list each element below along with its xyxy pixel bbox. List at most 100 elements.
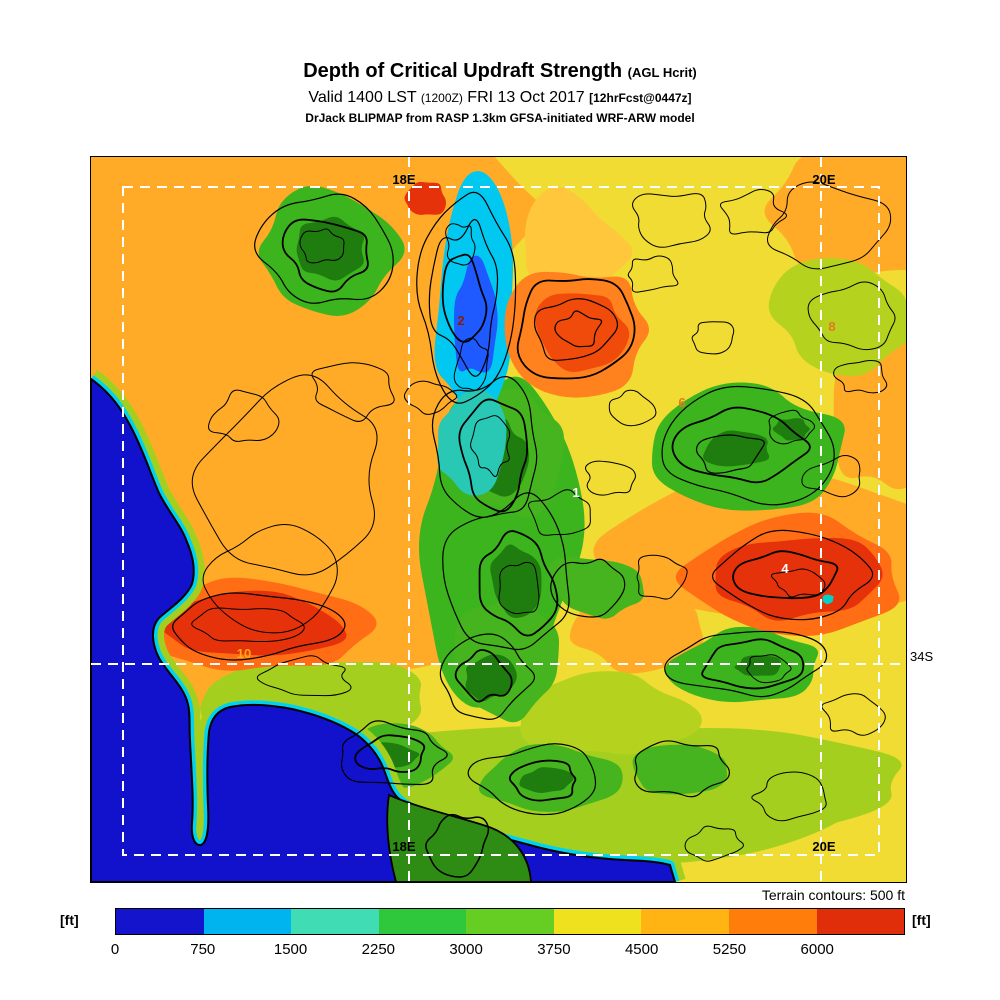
colorbar-segment bbox=[291, 909, 379, 934]
terrain-contour-line bbox=[467, 743, 597, 816]
color-region bbox=[822, 594, 834, 605]
terrain-contour-line bbox=[191, 374, 378, 576]
colorbar-segment bbox=[641, 909, 729, 934]
task-markers: 1 2 4 6 8 10 bbox=[237, 313, 836, 661]
terrain-contour-line bbox=[311, 362, 395, 422]
terrain-contour-line bbox=[478, 530, 559, 637]
terrain-contour-line bbox=[719, 189, 787, 235]
terrain-contour-line bbox=[202, 524, 338, 634]
colorbar-segment bbox=[816, 909, 905, 934]
colorbar-segment bbox=[466, 909, 554, 934]
terrain-contour-line bbox=[585, 460, 636, 496]
task-marker-10: 10 bbox=[237, 646, 251, 661]
terrain-contours bbox=[172, 181, 896, 878]
colorbar-tick: 0 bbox=[110, 941, 120, 958]
terrain-contour-line bbox=[701, 638, 805, 690]
page-title-suffix: (AGL Hcrit) bbox=[627, 65, 697, 80]
valid-zulu: (1200Z) bbox=[420, 91, 463, 105]
terrain-contour-line bbox=[454, 649, 513, 703]
terrain-contour-line bbox=[508, 759, 577, 802]
valid-time: Valid 1400 LST bbox=[308, 89, 417, 106]
color-region bbox=[764, 157, 906, 277]
terrain-contour-line bbox=[661, 385, 835, 506]
colorbar-bar bbox=[116, 909, 905, 934]
terrain-contour-line bbox=[527, 489, 591, 536]
terrain-contour-line bbox=[695, 434, 765, 474]
terrain-contour-line bbox=[441, 253, 488, 343]
terrain-contour-line bbox=[458, 398, 529, 513]
terrain-contour-line bbox=[770, 568, 826, 598]
color-region bbox=[632, 744, 728, 795]
terrain-contour-line bbox=[453, 337, 489, 391]
color-region bbox=[547, 556, 644, 619]
color-region bbox=[535, 293, 630, 373]
terrain-contour-line bbox=[425, 813, 490, 878]
terrain-contour-line bbox=[636, 554, 688, 600]
terrain-contour-line bbox=[711, 529, 874, 621]
page-title-line: Depth of Critical Updraft Strength (AGL … bbox=[0, 59, 1000, 85]
color-region bbox=[519, 671, 702, 755]
terrain-contour-line bbox=[821, 693, 886, 736]
terrain-contour-line bbox=[470, 415, 511, 477]
terrain-contour-line bbox=[281, 218, 369, 293]
terrain-contour-line bbox=[428, 219, 499, 377]
terrain-contour-line bbox=[431, 376, 538, 518]
colorbar-tick: 3000 bbox=[449, 941, 483, 958]
color-region bbox=[465, 654, 517, 702]
model-info: DrJack BLIPMAP from RASP 1.3km GFSA-init… bbox=[305, 111, 695, 125]
terrain-contour-line bbox=[671, 406, 811, 484]
color-region bbox=[91, 157, 330, 323]
terrain-contour-line bbox=[751, 771, 827, 822]
terrain-contour-line bbox=[684, 825, 744, 862]
terrain-contour-line bbox=[254, 193, 394, 304]
unit-label-left: [ft] bbox=[60, 912, 79, 928]
color-region bbox=[703, 430, 770, 467]
terrain-contour-line bbox=[172, 592, 346, 661]
color-region bbox=[734, 655, 782, 676]
lat-label-34s: 34S bbox=[910, 649, 934, 664]
south-coast-land-tongue bbox=[386, 793, 532, 882]
page-title: Depth of Critical Updraft Strength bbox=[303, 60, 623, 82]
colorbar-tick: 6000 bbox=[800, 941, 834, 958]
terrain-contour-line bbox=[299, 228, 345, 264]
colorbar-tick: 1500 bbox=[273, 941, 308, 958]
map[interactable]: 18E 20E 18E 20E 1 2 4 6 8 10 bbox=[90, 156, 907, 883]
task-marker-1: 1 bbox=[572, 485, 579, 500]
lon-label-18e-bottom: 18E bbox=[392, 839, 415, 854]
color-region bbox=[519, 767, 574, 793]
terrain-contour-line bbox=[445, 223, 476, 266]
colorbar-ticks: 0 750 1500 2250 3000 3750 4500 5250 6000 bbox=[111, 941, 905, 961]
terrain-contour-line bbox=[533, 298, 619, 361]
terrain-contours-note: Terrain contours: 500 ft bbox=[761, 887, 905, 903]
terrain-contour-line bbox=[664, 630, 828, 698]
colorbar-segment bbox=[553, 909, 642, 934]
terrain-contour-line bbox=[746, 654, 792, 684]
lat-lon-grid bbox=[91, 157, 906, 882]
terrain-contour-line bbox=[801, 455, 861, 498]
terrain-contour-line bbox=[191, 607, 305, 643]
color-region bbox=[437, 389, 507, 496]
unit-label-right: [ft] bbox=[912, 912, 931, 928]
terrain-contour-line bbox=[416, 191, 517, 404]
valid-date: FRI 13 Oct 2017 bbox=[467, 89, 585, 106]
terrain-contour-line bbox=[732, 550, 839, 600]
terrain-contour-line bbox=[627, 255, 679, 293]
colorbar-segment bbox=[378, 909, 467, 934]
colorbar-segment bbox=[203, 909, 292, 934]
terrain-contour-line bbox=[516, 278, 636, 380]
color-region bbox=[156, 590, 347, 656]
lon-label-20e-bottom: 20E bbox=[812, 839, 835, 854]
lon-label-20e-top: 20E bbox=[812, 172, 835, 187]
updraft-depth-fills bbox=[91, 157, 906, 871]
terrain-contour-line bbox=[767, 181, 892, 270]
grid-labels: 18E 20E 18E 20E bbox=[392, 172, 835, 854]
header: Depth of Critical Updraft Strength (AGL … bbox=[0, 59, 1000, 125]
blipmap-svg: 18E 20E 18E 20E 1 2 4 6 8 10 bbox=[91, 157, 906, 882]
terrain-contour-line bbox=[632, 193, 711, 248]
valid-time-line: Valid 1400 LST (1200Z) FRI 13 Oct 2017 [… bbox=[0, 88, 1000, 108]
terrain-contour-line bbox=[634, 740, 730, 798]
terrain-contour-line bbox=[340, 720, 448, 786]
task-marker-2: 2 bbox=[457, 313, 464, 328]
terrain-contour-line bbox=[833, 359, 888, 394]
color-region bbox=[768, 258, 906, 377]
